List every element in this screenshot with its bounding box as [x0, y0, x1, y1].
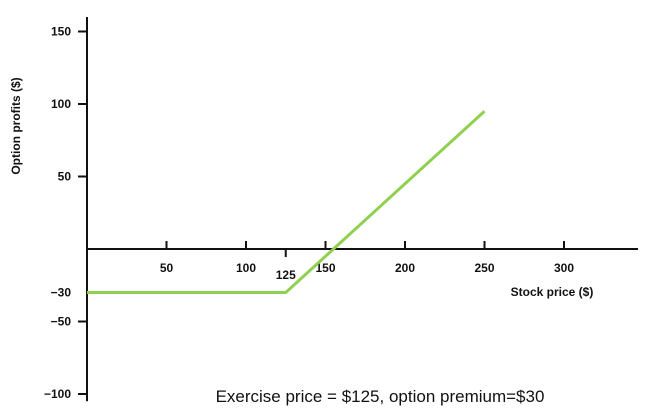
x-ticks: 50 100 125 150 200 250 300 [160, 241, 574, 282]
y-tick-label: −100 [44, 387, 71, 401]
y-tick-label: 50 [58, 170, 72, 184]
x-tick-label: 250 [474, 261, 494, 275]
y-tick-label: 150 [51, 25, 71, 39]
x-tick-label: 200 [395, 261, 415, 275]
y-tick-label: −30 [51, 286, 72, 300]
x-tick-label: 300 [554, 261, 574, 275]
x-tick-label: 125 [276, 268, 296, 282]
y-tick-label: −50 [51, 315, 72, 329]
y-tick-label: 100 [51, 97, 71, 111]
payoff-line [87, 110, 486, 294]
x-tick-label: 150 [315, 261, 335, 275]
x-axis-title: Stock price ($) [511, 285, 594, 299]
chart-caption: Exercise price = $125, option premium=$3… [216, 387, 545, 406]
y-axis-title: Option profits ($) [9, 77, 23, 174]
x-tick-label: 100 [236, 261, 256, 275]
series-layer [87, 110, 486, 294]
y-ticks: 150 100 50 −30 −50 −100 [44, 25, 87, 401]
x-tick-label: 50 [160, 261, 174, 275]
